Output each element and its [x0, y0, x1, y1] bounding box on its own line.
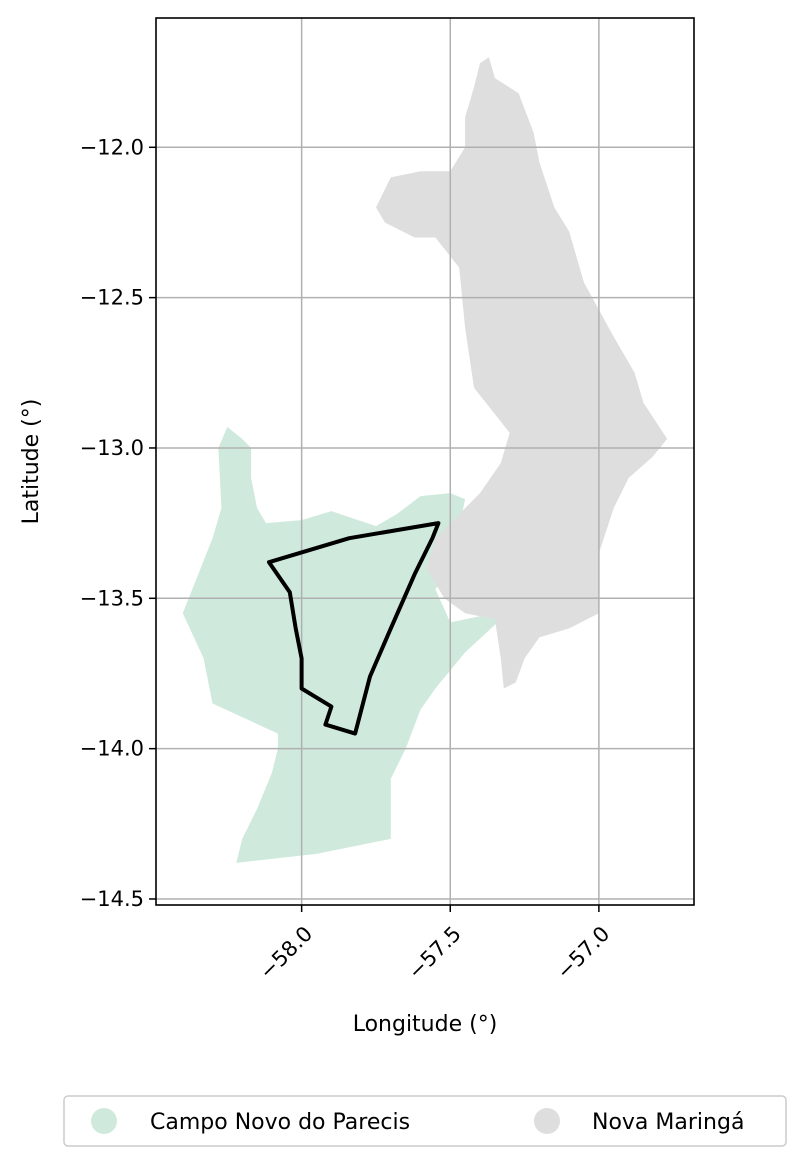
x-ticks: −58.0 −57.5 −57.0	[255, 905, 614, 984]
study-area-outline	[267, 521, 441, 736]
x-tick-label: −58.0	[255, 922, 317, 984]
region-layer	[182, 57, 668, 863]
legend-label-campo-novo: Campo Novo do Parecis	[150, 1110, 410, 1135]
x-tick-label: −57.0	[552, 922, 614, 984]
legend-marker-campo-novo	[91, 1108, 117, 1134]
y-tick-label: −12.5	[80, 286, 144, 310]
outline-layer	[267, 521, 441, 736]
x-axis-label: Longitude (°)	[353, 1012, 498, 1037]
y-ticks: −12.0 −12.5 −13.0 −13.5 −14.0 −14.5	[80, 135, 156, 911]
legend-label-nova-maringa: Nova Maringá	[592, 1110, 744, 1135]
y-tick-label: −13.5	[80, 586, 144, 610]
grid-layer	[156, 18, 694, 905]
plot-frame	[155, 17, 695, 906]
region-campo-novo-do-parecis	[182, 426, 501, 863]
y-tick-label: −12.0	[80, 135, 144, 159]
y-tick-label: −14.5	[80, 887, 144, 911]
y-axis-label: Latitude (°)	[19, 399, 44, 525]
x-tick-label: −57.5	[403, 922, 465, 984]
legend-marker-nova-maringa	[534, 1108, 560, 1134]
legend: Campo Novo do Parecis Nova Maringá	[63, 1095, 787, 1147]
plot-area	[155, 17, 695, 906]
y-tick-label: −14.0	[80, 737, 144, 761]
region-nova-maringa	[376, 57, 668, 689]
legend-box	[63, 1095, 787, 1147]
y-tick-label: −13.0	[80, 436, 144, 460]
